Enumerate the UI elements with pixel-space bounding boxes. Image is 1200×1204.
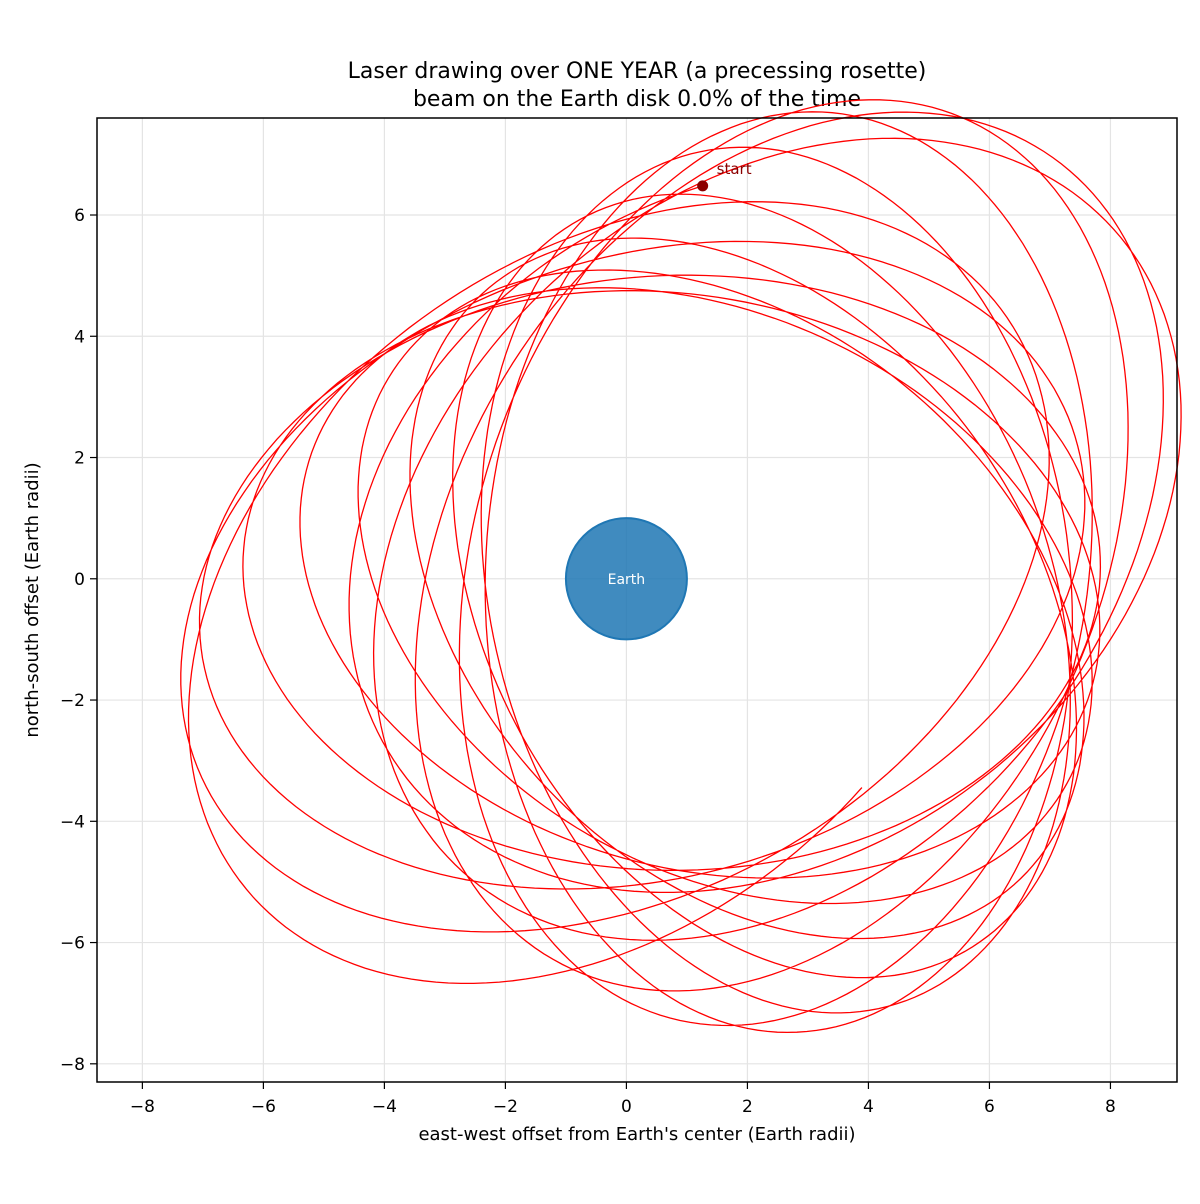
y-tick-label: −2	[60, 691, 85, 711]
earth-label: Earth	[608, 572, 646, 588]
chart-title: Laser drawing over ONE YEAR (a precessin…	[348, 59, 927, 84]
y-tick-label: −4	[60, 812, 85, 832]
axes-layer: −8 −6 −4 −2 0 2 4 6 8 −8 −6 −4 −2 0 2 4 6	[60, 117, 1178, 1117]
axes-frame	[96, 117, 1178, 1083]
x-tick-label: −4	[372, 1097, 397, 1117]
start-label: start	[717, 160, 752, 178]
y-tick-label: 6	[74, 206, 85, 226]
start-marker	[697, 180, 709, 192]
x-tick-label: −8	[130, 1097, 155, 1117]
x-tick-label: 2	[742, 1097, 753, 1117]
x-tick-label: 8	[1105, 1097, 1116, 1117]
x-tick-label: 0	[621, 1097, 632, 1117]
x-tick-label: 4	[863, 1097, 874, 1117]
x-tick-label: 6	[984, 1097, 995, 1117]
rosette-trace	[180, 99, 1182, 1034]
x-tick-label: −6	[251, 1097, 276, 1117]
chart-subtitle: beam on the Earth disk 0.0% of the time	[413, 87, 861, 112]
y-tick-label: 0	[74, 570, 85, 590]
plot-layer: Earth start	[180, 99, 1182, 1034]
x-axis-label: east-west offset from Earth's center (Ea…	[418, 1124, 855, 1145]
y-tick-label: −6	[60, 934, 85, 954]
y-axis-label: north-south offset (Earth radii)	[22, 462, 43, 737]
x-tick-label: −2	[493, 1097, 518, 1117]
earth-disk	[564, 517, 688, 641]
y-tick-label: −8	[60, 1055, 85, 1075]
y-tick-label: 4	[74, 327, 85, 347]
y-tick-label: 2	[74, 449, 85, 469]
